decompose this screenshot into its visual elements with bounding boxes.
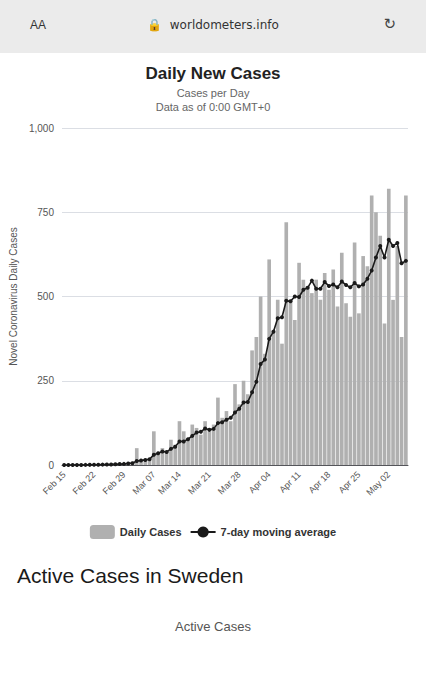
svg-text:Daily New Cases: Daily New Cases (145, 64, 280, 83)
svg-text:Feb 22: Feb 22 (71, 469, 98, 496)
svg-text:Mar 21: Mar 21 (186, 469, 213, 496)
svg-text:Daily Cases: Daily Cases (120, 526, 182, 538)
svg-text:250: 250 (37, 375, 54, 386)
svg-text:Feb 29: Feb 29 (101, 469, 128, 496)
svg-text:AA: AA (30, 18, 46, 32)
svg-text:Active Cases in Sweden: Active Cases in Sweden (17, 564, 243, 587)
svg-text:Mar 07: Mar 07 (131, 469, 158, 496)
svg-text:Apr 18: Apr 18 (307, 469, 333, 495)
svg-text:Apr 11: Apr 11 (277, 469, 302, 494)
svg-text:Mar 28: Mar 28 (216, 469, 243, 496)
svg-text:↻: ↻ (383, 15, 396, 33)
svg-text:Apr 04: Apr 04 (247, 469, 273, 495)
svg-text:May 02: May 02 (364, 469, 392, 497)
svg-text:Novel Coronavirus Daily Cases: Novel Coronavirus Daily Cases (8, 227, 19, 365)
svg-text:Cases per Day: Cases per Day (177, 87, 250, 99)
svg-text:Active Cases: Active Cases (175, 619, 251, 634)
svg-text:Apr 25: Apr 25 (337, 469, 363, 495)
svg-text:Feb 15: Feb 15 (41, 469, 68, 496)
svg-text:0: 0 (48, 460, 54, 471)
svg-text:1,000: 1,000 (29, 123, 54, 134)
svg-text:7-day moving average: 7-day moving average (221, 526, 337, 538)
svg-text:500: 500 (37, 291, 54, 302)
svg-text:Mar 14: Mar 14 (156, 469, 183, 496)
svg-text:Data as of 0:00 GMT+0: Data as of 0:00 GMT+0 (156, 101, 271, 113)
svg-text:750: 750 (37, 207, 54, 218)
svg-text:🔒 worldometers.info: 🔒 worldometers.info (147, 18, 279, 32)
